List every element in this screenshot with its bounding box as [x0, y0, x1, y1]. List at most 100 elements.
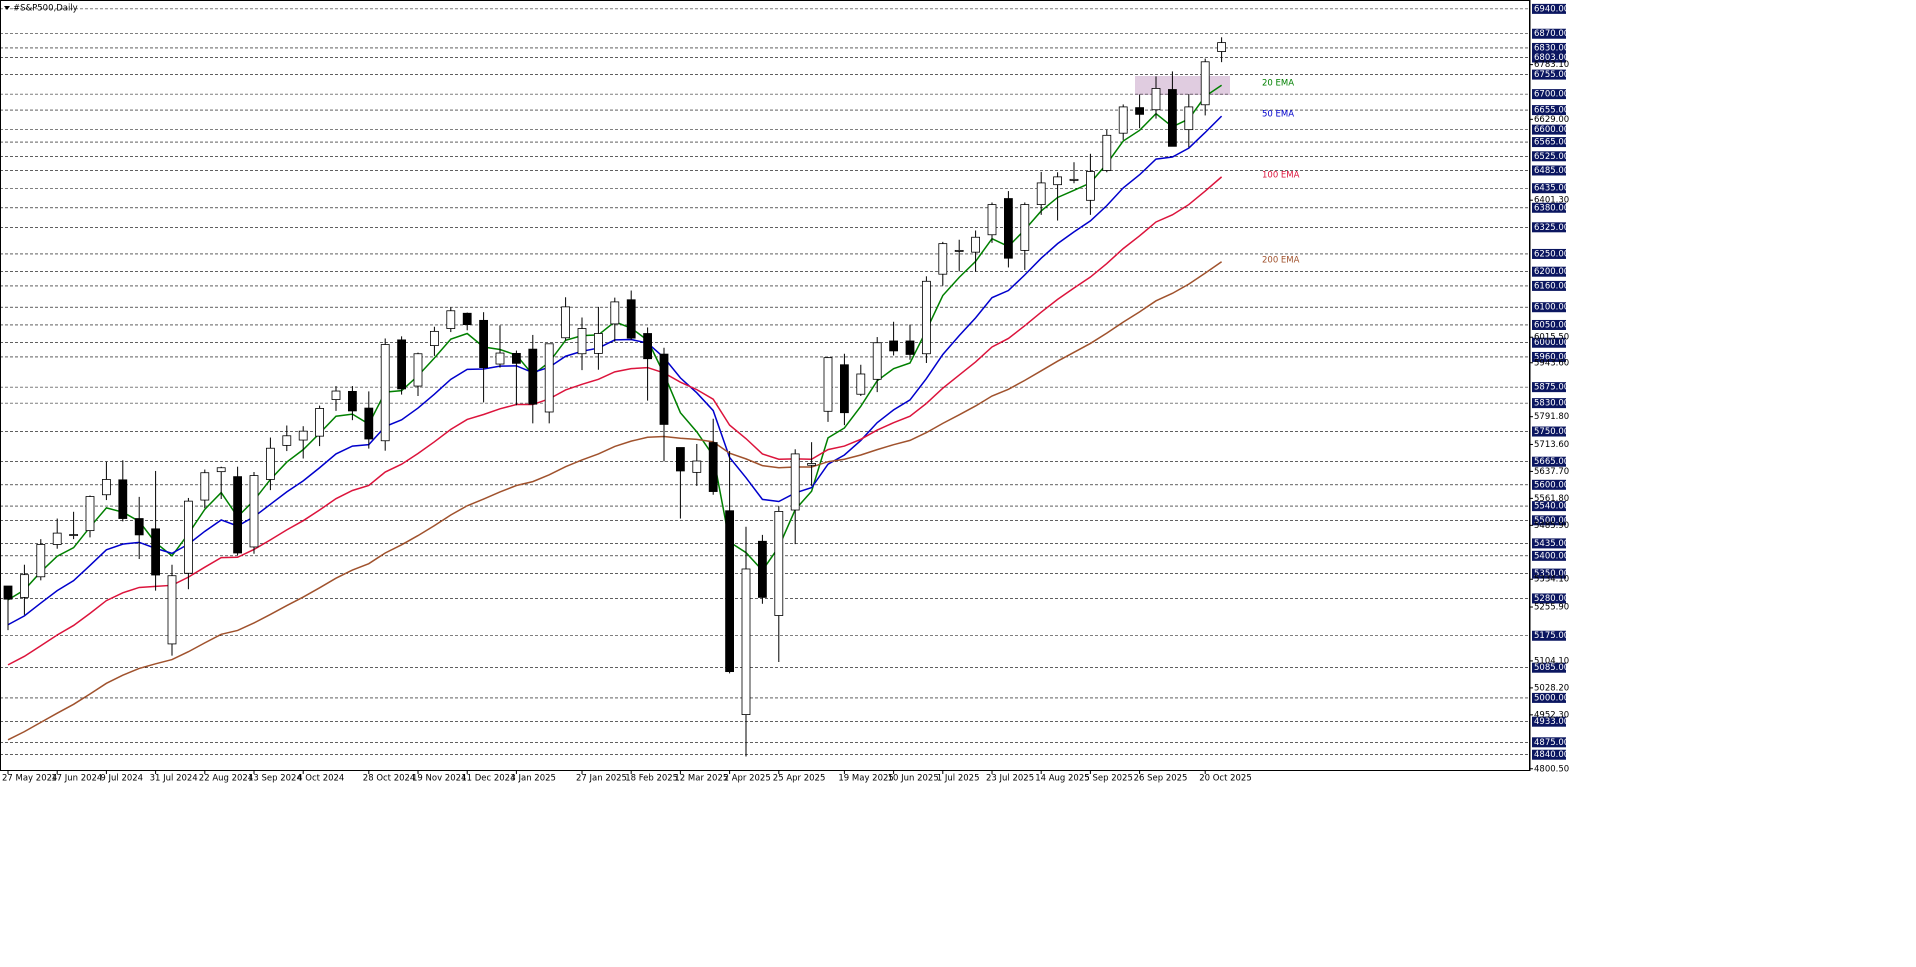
y-tick-label: 5791.80 — [1534, 412, 1569, 422]
level-label: 5960.00 — [1534, 352, 1569, 362]
level-box — [1532, 692, 1566, 703]
candle-body — [856, 373, 866, 395]
level-label: 6160.00 — [1534, 281, 1569, 291]
level-label: 5665.00 — [1534, 457, 1569, 467]
candle-body — [216, 467, 226, 473]
level-box — [1532, 137, 1566, 148]
y-tick-label: 6401.30 — [1534, 196, 1569, 206]
candle-body — [265, 447, 275, 480]
y-tick-label: 5943.60 — [1534, 358, 1569, 368]
candle-body — [1036, 182, 1046, 205]
level-box — [1532, 42, 1566, 53]
x-tick-label: 19 May 2025 — [838, 774, 893, 784]
level-box — [1532, 202, 1566, 213]
candle-body — [938, 243, 948, 275]
level-label: 6655.00 — [1534, 106, 1569, 116]
level-box — [1532, 280, 1566, 291]
level-box — [1532, 69, 1566, 80]
x-tick-label: 22 Aug 2024 — [199, 774, 253, 784]
x-tick-label: 27 Jan 2025 — [576, 774, 627, 784]
menu-arrow[interactable] — [4, 6, 10, 10]
level-box — [1532, 28, 1566, 39]
level-box — [1532, 151, 1566, 162]
candle-body — [1004, 198, 1013, 259]
level-label: 6525.00 — [1534, 152, 1569, 162]
candle-body — [1053, 176, 1062, 186]
candle-body — [758, 540, 767, 598]
candle-body — [102, 479, 111, 496]
ema-line — [7, 176, 1223, 666]
candle-body — [1184, 106, 1194, 131]
x-tick-label: 20 Oct 2025 — [1199, 774, 1252, 784]
level-box — [1532, 749, 1566, 760]
x-tick-label: 3 Jan 2025 — [510, 774, 556, 784]
x-tick-label: 31 Jul 2024 — [150, 774, 198, 784]
zone — [1135, 76, 1230, 95]
candle-body — [233, 476, 243, 554]
candle-body — [315, 408, 325, 437]
y-tick-label: 4800.50 — [1534, 764, 1569, 774]
level-box — [1532, 124, 1566, 135]
candle-body — [429, 330, 439, 346]
level-label: 6565.00 — [1534, 138, 1569, 148]
level-label: 5600.00 — [1534, 480, 1569, 490]
x-tick-label: 1 Jul 2025 — [937, 774, 980, 784]
candle-body — [1151, 88, 1161, 111]
level-label: 6940.00 — [1534, 4, 1569, 14]
y-tick-label: 6629.00 — [1534, 115, 1569, 125]
level-box — [1532, 248, 1566, 259]
candle-body — [725, 510, 734, 673]
candle-body — [200, 472, 210, 501]
candle-body — [19, 574, 29, 598]
candle-body — [954, 249, 964, 252]
x-tick-label: 12 Mar 2025 — [674, 774, 728, 784]
candle-body — [69, 534, 78, 536]
level-label: 5400.00 — [1534, 551, 1569, 561]
candle-body — [380, 344, 390, 442]
level-label: 5085.00 — [1534, 663, 1569, 673]
candle-body — [840, 364, 849, 414]
ema-line — [7, 261, 1223, 741]
y-tick-label: 5637.70 — [1534, 467, 1569, 477]
level-label: 6803.00 — [1534, 53, 1569, 63]
x-tick-label: 11 Dec 2024 — [461, 774, 515, 784]
candle-body — [1118, 106, 1128, 134]
level-box — [1532, 351, 1566, 362]
y-tick-label: 5485.90 — [1534, 521, 1569, 531]
x-tick-label: 26 Sep 2025 — [1134, 774, 1188, 784]
candle-body — [331, 390, 341, 400]
candle-body — [544, 343, 554, 413]
candle-body — [167, 575, 177, 645]
level-label: 6000.00 — [1534, 338, 1569, 348]
level-label: 6830.00 — [1534, 43, 1569, 53]
ema-label: 100 EMA — [1262, 170, 1300, 180]
candle-body — [298, 430, 308, 441]
level-box — [1532, 105, 1566, 116]
x-tick-label: 5 Sep 2025 — [1084, 774, 1132, 784]
candle-body — [610, 301, 620, 325]
x-tick-label: 13 Sep 2024 — [248, 774, 302, 784]
level-box — [1532, 3, 1566, 14]
y-tick-label: 5713.60 — [1534, 440, 1569, 450]
candle-body — [1102, 134, 1112, 171]
candle-body — [774, 511, 784, 616]
x-tick-label: 10 Jun 2025 — [888, 774, 939, 784]
y-tick-label: 4952.30 — [1534, 710, 1569, 720]
level-box — [1532, 515, 1566, 526]
candle-body — [872, 342, 882, 380]
candle-body — [807, 463, 816, 466]
x-tick-label: 23 Jul 2025 — [986, 774, 1034, 784]
candle-body — [889, 340, 898, 352]
level-label: 6755.00 — [1534, 70, 1569, 80]
level-label: 6325.00 — [1534, 223, 1569, 233]
candle-body — [987, 204, 997, 236]
x-tick-label: 18 Feb 2025 — [625, 774, 678, 784]
level-box — [1532, 222, 1566, 233]
x-tick-label: 17 Jun 2024 — [51, 774, 102, 784]
x-tick-label: 28 Oct 2024 — [363, 774, 416, 784]
candle-body — [249, 475, 259, 548]
level-label: 5000.00 — [1534, 693, 1569, 703]
level-box — [1532, 479, 1566, 490]
candle-body — [347, 390, 357, 412]
ema-label: 200 EMA — [1262, 255, 1300, 265]
